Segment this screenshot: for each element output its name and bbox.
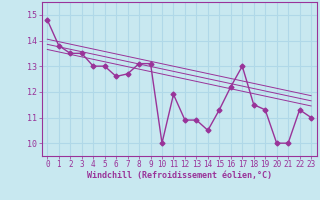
X-axis label: Windchill (Refroidissement éolien,°C): Windchill (Refroidissement éolien,°C) [87, 171, 272, 180]
